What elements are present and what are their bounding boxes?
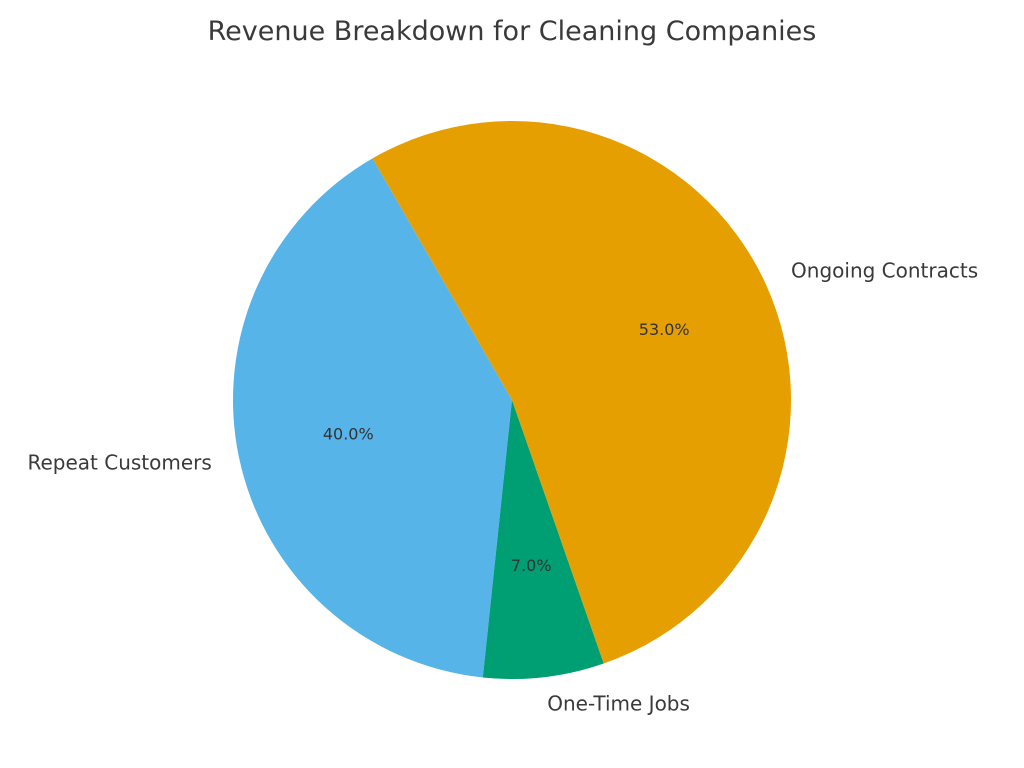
- chart-title: Revenue Breakdown for Cleaning Companies: [208, 16, 817, 47]
- slice-percent-label: 7.0%: [511, 556, 552, 575]
- slice-label: Repeat Customers: [27, 450, 211, 474]
- pie-slices: [233, 121, 791, 679]
- pie-labels: Repeat Customers 40.0% One-Time Jobs 7.0% On…: [27, 259, 978, 716]
- pie-slice-one-time-jobs: [482, 400, 604, 679]
- slice-label: One-Time Jobs: [547, 691, 690, 715]
- slice-percent-label: 40.0%: [323, 424, 374, 443]
- pie-slice-ongoing-contracts: [372, 121, 791, 664]
- slice-percent-label: 53.0%: [639, 320, 690, 339]
- pie-slice-repeat-customers: [233, 158, 512, 678]
- slice-label: Ongoing Contracts: [791, 259, 978, 283]
